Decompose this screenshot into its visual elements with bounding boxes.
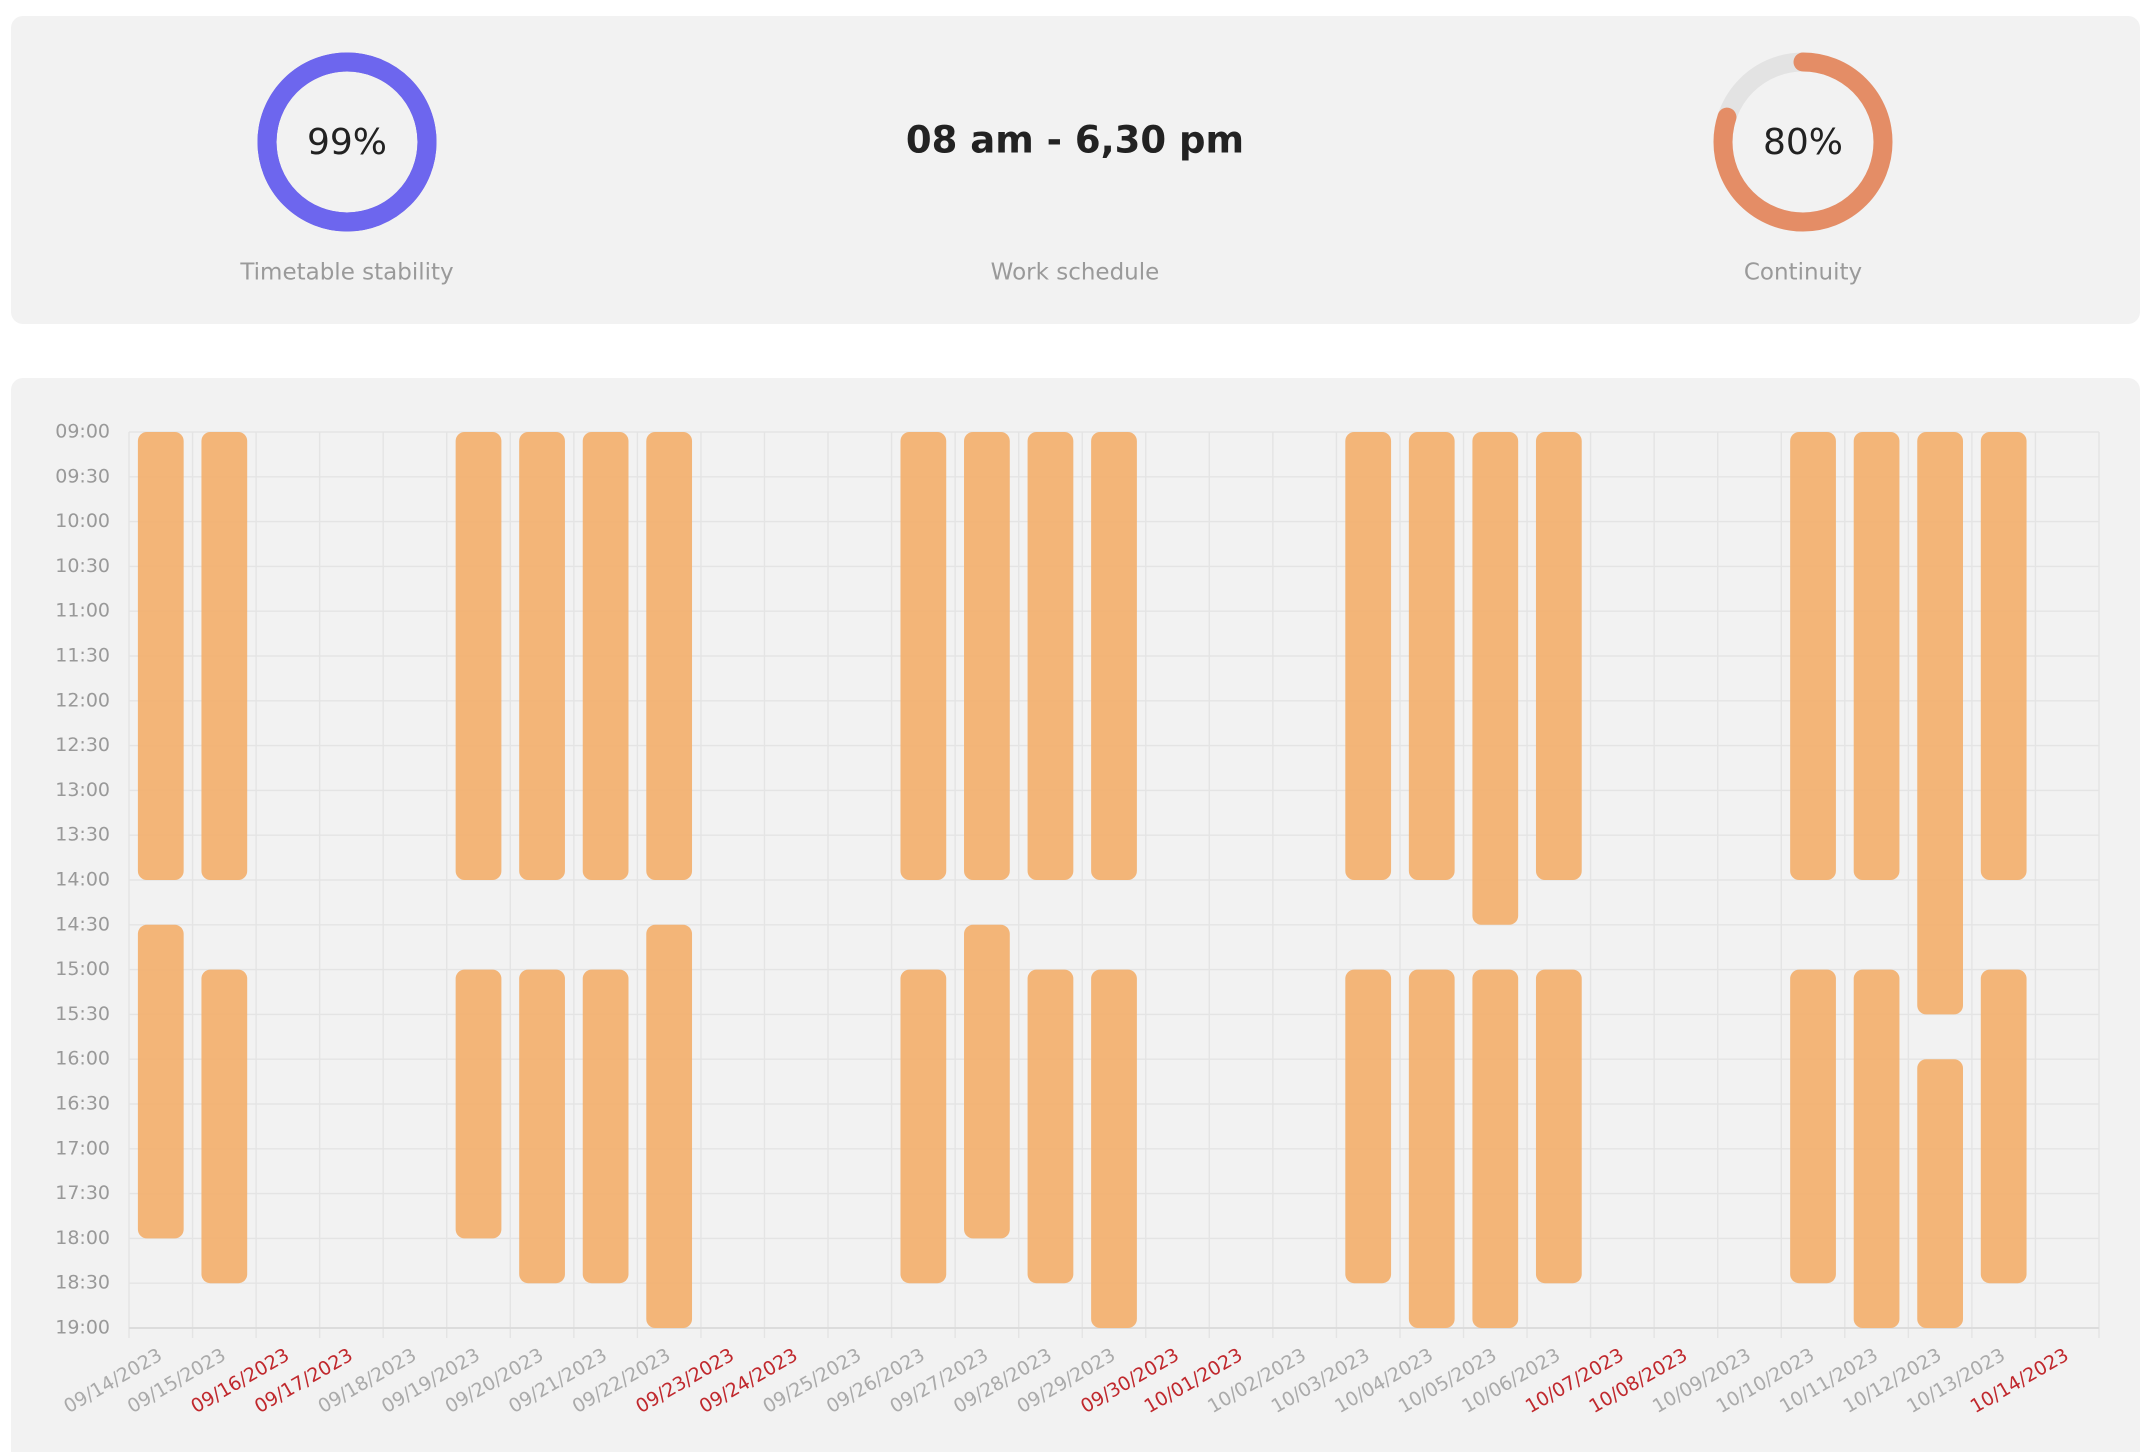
schedule-bar bbox=[1472, 969, 1519, 1328]
gauge-value: 99% bbox=[307, 122, 387, 163]
schedule-bar bbox=[201, 432, 248, 880]
schedule-bar bbox=[582, 969, 629, 1284]
y-tick-label: 15:00 bbox=[55, 958, 110, 980]
schedule-bar bbox=[1027, 969, 1074, 1284]
y-tick-label: 10:00 bbox=[55, 510, 110, 532]
y-tick-label: 12:00 bbox=[55, 689, 110, 711]
schedule-bar bbox=[1535, 432, 1582, 880]
y-tick-label: 14:30 bbox=[55, 913, 110, 935]
y-tick-label: 18:30 bbox=[55, 1272, 110, 1294]
schedule-bar bbox=[1345, 969, 1392, 1284]
schedule-bar bbox=[137, 432, 184, 880]
schedule-bar bbox=[1535, 969, 1582, 1284]
card-label: Timetable stability bbox=[239, 260, 453, 286]
schedule-bar bbox=[1853, 432, 1900, 880]
y-tick-label: 11:00 bbox=[55, 600, 110, 622]
schedule-bar bbox=[1091, 969, 1137, 1328]
y-tick-label: 12:30 bbox=[55, 734, 110, 756]
schedule-bar bbox=[201, 969, 248, 1284]
gauge-arc bbox=[257, 52, 437, 232]
y-tick-label: 18:00 bbox=[55, 1227, 110, 1249]
y-tick-label: 11:30 bbox=[55, 645, 110, 667]
schedule-bar bbox=[1091, 432, 1137, 880]
schedule-bar bbox=[646, 924, 693, 1328]
schedule-bar bbox=[455, 969, 502, 1239]
y-tick-label: 16:30 bbox=[55, 1093, 110, 1115]
schedule-bar bbox=[1790, 969, 1836, 1284]
schedule-bar bbox=[1917, 432, 1964, 1015]
schedule-bar bbox=[1408, 969, 1455, 1328]
schedule-bar bbox=[1345, 432, 1392, 880]
schedule-bar bbox=[455, 432, 502, 880]
gauge-value: 80% bbox=[1763, 122, 1843, 163]
schedule-bar bbox=[1980, 432, 2027, 880]
schedule-bar bbox=[964, 432, 1010, 880]
y-tick-label: 13:30 bbox=[55, 824, 110, 846]
schedule-bar bbox=[900, 432, 947, 880]
gauge-arc bbox=[1713, 52, 1893, 232]
y-tick-label: 13:00 bbox=[55, 779, 110, 801]
schedule-bar bbox=[519, 432, 565, 880]
y-tick-label: 14:00 bbox=[55, 869, 110, 891]
y-tick-label: 16:00 bbox=[55, 1048, 110, 1070]
y-tick-label: 09:30 bbox=[55, 465, 110, 487]
y-tick-label: 17:00 bbox=[55, 1137, 110, 1159]
y-tick-label: 15:30 bbox=[55, 1003, 110, 1025]
schedule-bar bbox=[519, 969, 565, 1284]
schedule-bar bbox=[582, 432, 629, 880]
card-label: Work schedule bbox=[991, 260, 1160, 286]
schedule-text: 08 am - 6,30 pm bbox=[906, 119, 1244, 162]
schedule-bar bbox=[1472, 432, 1519, 925]
y-tick-label: 17:30 bbox=[55, 1182, 110, 1204]
schedule-bar bbox=[1027, 432, 1074, 880]
schedule-bar bbox=[1790, 432, 1836, 880]
schedule-bar bbox=[964, 924, 1010, 1239]
card-label: Continuity bbox=[1744, 260, 1862, 286]
y-tick-label: 19:00 bbox=[55, 1317, 110, 1339]
schedule-bar bbox=[137, 924, 184, 1239]
y-tick-label: 09:00 bbox=[55, 421, 110, 443]
schedule-bar bbox=[900, 969, 947, 1284]
y-tick-label: 10:30 bbox=[55, 555, 110, 577]
schedule-bar bbox=[1408, 432, 1455, 880]
schedule-bar bbox=[1980, 969, 2027, 1284]
summary-card bbox=[11, 16, 2140, 324]
schedule-bar bbox=[646, 432, 693, 880]
schedule-bar bbox=[1853, 969, 1900, 1328]
schedule-bar bbox=[1917, 1059, 1964, 1328]
